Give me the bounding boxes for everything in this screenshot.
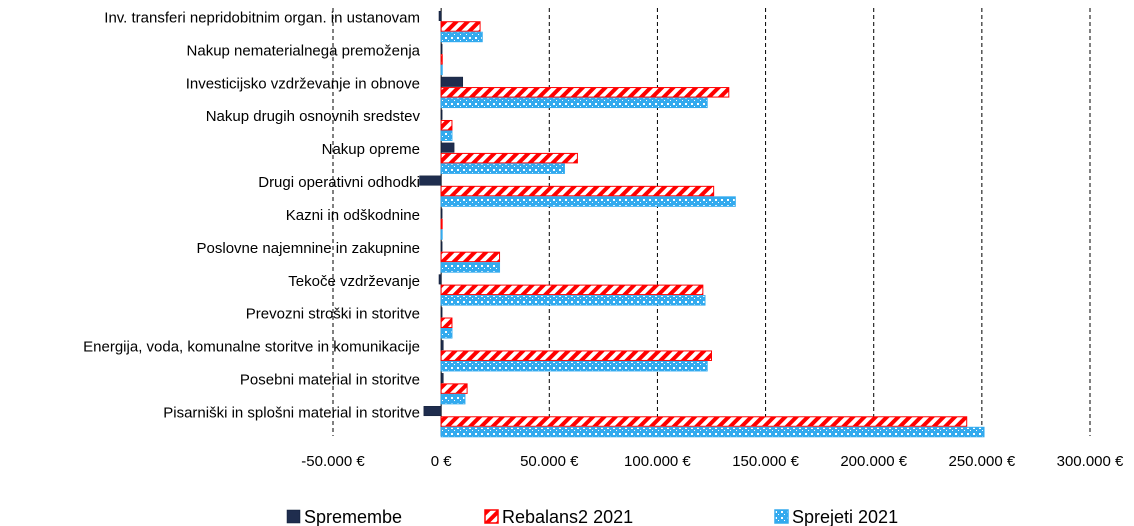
legend-item-sprejeti-2021: Sprejeti 2021 (774, 507, 898, 526)
legend-swatch (774, 509, 789, 524)
x-tick-label: -50.000 € (301, 453, 365, 470)
bar-rebalans2-2021 (440, 350, 712, 361)
bar-rebalans2-2021 (440, 251, 501, 263)
category-label: Inv. transferi nepridobitnim organ. in u… (104, 9, 420, 26)
x-tick-label: 250.000 € (948, 453, 1015, 470)
x-axis-tick-labels: -50.000 € 0 € 50.000 € 100.000 € 150.000 € 20… (301, 453, 1124, 470)
x-tick-label: 100.000 € (624, 453, 691, 470)
category-label: Energija, voda, komunalne storitve in ko… (83, 339, 420, 356)
x-tick-label: 200.000 € (840, 453, 907, 470)
legend-swatch (286, 509, 301, 524)
category-label: Poslovne najemnine in zakupnine (197, 240, 420, 257)
bar-spremembe (440, 142, 455, 153)
bar-sprejeti-2021 (440, 196, 736, 207)
legend-label: Spremembe (304, 507, 402, 526)
category-label: Investicijsko vzdrževanje in obnove (186, 75, 420, 92)
bar-spremembe (438, 274, 442, 285)
bar-sprejeti-2021 (440, 262, 501, 273)
grid-lines (332, 8, 1091, 436)
x-tick-label: 0 € (431, 453, 453, 470)
bar-sprejeti-2021 (440, 393, 466, 405)
bar-rebalans2-2021 (440, 119, 453, 131)
category-label: Nakup drugih osnovnih sredstev (206, 108, 421, 125)
category-label: Drugi operativni odhodki (258, 174, 420, 191)
category-label: Kazni in odškodnine (286, 207, 420, 224)
x-tick-label: 150.000 € (732, 453, 799, 470)
bar-rebalans2-2021 (440, 317, 453, 329)
bar-sprejeti-2021 (440, 64, 443, 76)
bar-sprejeti-2021 (440, 31, 483, 43)
bar-rebalans2-2021 (440, 218, 443, 230)
category-label: Pisarniški in splošni material in storit… (163, 405, 420, 422)
bar-spremembe (440, 307, 443, 318)
bar-sprejeti-2021 (440, 426, 985, 438)
bar-rebalans2-2021 (440, 152, 578, 164)
bar-rebalans2-2021 (440, 54, 443, 65)
category-label: Nakup nematerialnega premoženja (187, 42, 421, 59)
bar-spremembe (440, 76, 464, 87)
legend-label: Rebalans2 2021 (502, 507, 633, 526)
bar-spremembe (438, 10, 442, 21)
bar-spremembe (423, 406, 442, 417)
legend-item-rebalans2-2021: Rebalans2 2021 (484, 507, 633, 526)
category-label: Nakup opreme (322, 141, 420, 158)
bars (419, 10, 985, 438)
bar-sprejeti-2021 (440, 97, 708, 109)
bar-sprejeti-2021 (440, 360, 708, 372)
bar-spremembe (440, 340, 444, 351)
category-label: Tekoče vzdrževanje (288, 273, 420, 290)
bar-spremembe (440, 373, 444, 384)
bar-sprejeti-2021 (440, 295, 706, 306)
bar-rebalans2-2021 (440, 383, 468, 394)
x-tick-label: 50.000 € (520, 453, 579, 470)
bar-rebalans2-2021 (440, 87, 730, 98)
bar-rebalans2-2021 (440, 21, 481, 32)
bar-rebalans2-2021 (440, 284, 704, 296)
bar-sprejeti-2021 (440, 163, 565, 174)
bar-sprejeti-2021 (440, 130, 453, 141)
category-label: Posebni material in storitve (240, 372, 420, 389)
bar-spremembe (419, 175, 442, 186)
legend-swatch (484, 509, 499, 524)
legend: Spremembe Rebalans2 2021 Sprejeti 2021 (286, 507, 898, 526)
x-tick-label: 300.000 € (1057, 453, 1124, 470)
legend-label: Sprejeti 2021 (792, 507, 898, 526)
bar-spremembe (440, 109, 443, 120)
bar-rebalans2-2021 (440, 416, 968, 427)
category-labels: Inv. transferi nepridobitnim organ. in u… (83, 9, 420, 421)
bar-rebalans2-2021 (440, 185, 715, 197)
bar-sprejeti-2021 (440, 229, 443, 240)
bar-sprejeti-2021 (440, 328, 453, 339)
legend-item-spremembe: Spremembe (286, 507, 402, 526)
category-label: Prevozni stroški in storitve (246, 306, 420, 323)
bar-spremembe (440, 43, 443, 54)
bar-spremembe (440, 208, 443, 219)
bar-spremembe (440, 241, 443, 252)
